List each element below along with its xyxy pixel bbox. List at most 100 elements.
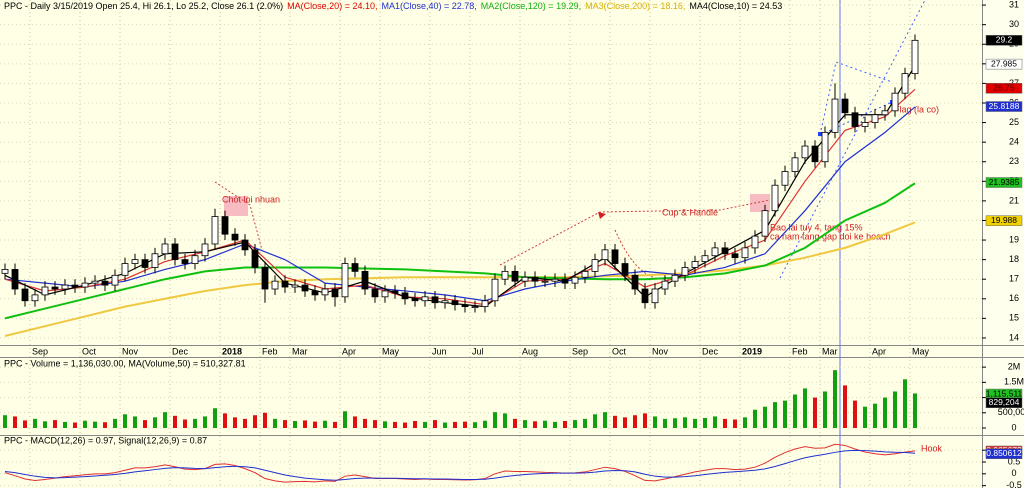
candle-body	[911, 39, 919, 75]
axis-marker-label: 25.8188	[989, 101, 1020, 111]
candle-body	[221, 216, 229, 235]
candle-body	[321, 288, 329, 296]
volume-bar	[153, 417, 157, 428]
volume-bar	[743, 417, 747, 428]
candle-body	[281, 280, 289, 288]
y-tick-label: 30	[1009, 19, 1019, 29]
volume-bar	[463, 421, 467, 428]
volume-bar	[853, 400, 857, 428]
volume-bar	[3, 415, 7, 428]
candle-body	[141, 259, 149, 268]
axis-marker	[985, 215, 1023, 226]
volume-bar	[53, 420, 57, 428]
y-tick-label: 0	[1011, 422, 1016, 432]
candle-body	[61, 284, 69, 290]
candle-body	[681, 267, 689, 276]
candle-body	[231, 233, 239, 241]
candle-body	[771, 184, 779, 212]
candle-body	[361, 270, 369, 290]
candle-body	[421, 296, 429, 302]
y-tick-label: 0	[1011, 468, 1016, 478]
candle-body	[781, 171, 789, 186]
annotation: Flag (la co)	[894, 104, 939, 114]
volume-bar	[363, 418, 367, 428]
volume-bar	[693, 418, 697, 428]
candle-body	[291, 284, 299, 288]
x-tick-label: Mar	[822, 346, 838, 356]
candle-body	[41, 286, 49, 296]
candle-body	[21, 288, 29, 302]
point-marker	[818, 132, 822, 136]
candle-body	[171, 243, 179, 261]
volume-bar	[903, 379, 907, 428]
cup-line	[614, 229, 701, 280]
candle-body	[131, 259, 139, 264]
candle-body	[111, 274, 119, 286]
header-part: MA3(Close,200) = 18.16,	[585, 1, 685, 11]
volume-bar	[653, 416, 657, 428]
candle-body	[611, 249, 619, 264]
axis-marker-label: 19.988	[991, 215, 1017, 225]
candle-body	[511, 270, 519, 282]
y-tick-label: 14	[1009, 332, 1019, 342]
header-part: PPC - Daily 3/15/2019 Open 25.4, Hi 26.1…	[4, 1, 283, 11]
pattern-line	[214, 181, 263, 251]
candle-body	[491, 278, 499, 302]
volume-bar	[763, 406, 767, 428]
x-tick-label: 2019	[742, 346, 762, 356]
candle-body	[431, 296, 439, 304]
candle-body	[701, 255, 709, 262]
axis-marker-label: 1,115,511	[986, 388, 1023, 398]
axis-marker	[985, 101, 1023, 112]
volume-bar	[223, 413, 227, 428]
candle-body	[801, 145, 809, 159]
candle-body	[341, 263, 349, 298]
annotation: Hook	[921, 443, 943, 453]
flag-line	[819, 101, 893, 136]
trend-line	[779, 0, 926, 279]
x-tick-label: Aug	[522, 346, 538, 356]
macd-title: PPC - MACD(12,26) = 0.97, Signal(12,26,9…	[4, 435, 207, 445]
candle-body	[371, 288, 379, 298]
candle-body	[531, 276, 539, 282]
candle-body	[901, 73, 909, 94]
annotation: Chot loi nhuan	[222, 194, 280, 204]
x-tick-label: May	[912, 346, 930, 356]
candle-body	[211, 216, 219, 245]
annotation: Cup & Handle	[662, 207, 718, 217]
volume-bar	[73, 422, 77, 428]
volume-bar	[423, 421, 427, 428]
axis-marker	[985, 35, 1023, 46]
volume-bar	[503, 413, 507, 428]
header-part: MA1(Close,40) = 22.78,	[381, 1, 476, 11]
chart-header: PPC - Daily 3/15/2019 Open 25.4, Hi 26.1…	[4, 1, 782, 11]
x-tick-label: Sep	[572, 346, 588, 356]
volume-bar	[573, 420, 577, 428]
candle-body	[51, 286, 59, 290]
candle-body	[331, 288, 339, 298]
y-tick-label: 27	[1009, 78, 1019, 88]
candle-body	[201, 243, 209, 257]
volume-bar	[583, 418, 587, 428]
volume-bar	[803, 388, 807, 428]
volume-bar	[183, 419, 187, 428]
candle-body	[481, 300, 489, 308]
header-part: MA4(Close,10) = 24.53	[689, 1, 782, 11]
volume-bar	[863, 406, 867, 428]
candle-body	[811, 145, 819, 163]
volume-bar	[303, 420, 307, 428]
volume-bar	[843, 385, 847, 428]
candle-body	[241, 239, 249, 251]
volume-bar	[103, 422, 107, 428]
candle-body	[871, 114, 879, 123]
volume-bar	[313, 421, 317, 428]
candle-body	[301, 284, 309, 292]
candle-body	[881, 110, 889, 116]
candle-body	[651, 288, 659, 304]
volume-bar	[543, 420, 547, 428]
volume-bar	[633, 415, 637, 428]
volume-bar	[873, 403, 877, 428]
x-tick-label: Dec	[172, 346, 189, 356]
candle-body	[721, 247, 729, 255]
